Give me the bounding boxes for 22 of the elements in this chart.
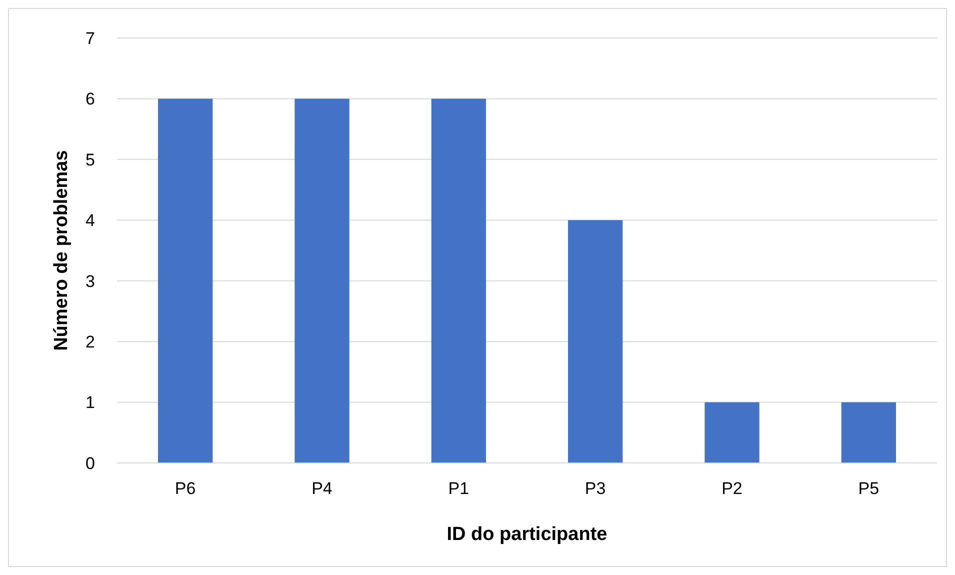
x-tick-label: P4 [312, 479, 332, 498]
bar [158, 98, 213, 463]
y-tick-label: 4 [86, 211, 95, 230]
y-tick-label: 2 [86, 332, 95, 352]
bar [294, 98, 350, 463]
bar [568, 220, 623, 463]
y-tick-label: 3 [86, 272, 95, 291]
y-axis-title: Número de problemas [51, 150, 72, 351]
x-axis-title: ID do participante [446, 524, 608, 545]
y-tick-label: 5 [86, 150, 95, 170]
x-tick-label: P3 [584, 479, 606, 498]
bar [704, 402, 760, 463]
y-tick-label: 7 [86, 28, 95, 48]
x-tick-label: P6 [174, 479, 196, 498]
x-tick-label: P2 [722, 479, 742, 498]
bar [431, 98, 486, 463]
y-tick-label: 0 [86, 454, 95, 473]
y-tick-label: 6 [86, 90, 95, 109]
bar [841, 402, 896, 463]
y-tick-label: 1 [86, 393, 95, 412]
x-tick-label: P1 [448, 479, 470, 498]
x-tick-label: P5 [858, 479, 880, 498]
